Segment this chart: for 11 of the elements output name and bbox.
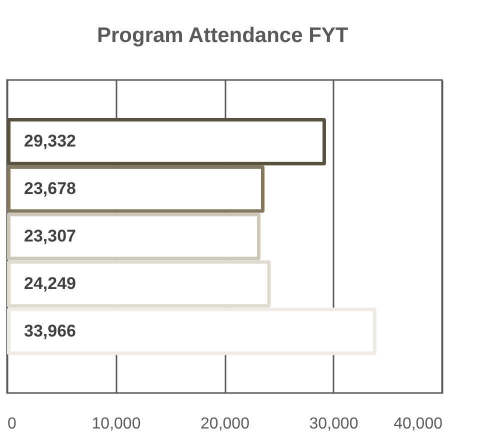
data-label: 23,678: [24, 179, 76, 198]
data-label: 24,249: [24, 274, 76, 293]
x-tick-label: 10,000: [92, 416, 141, 432]
x-tick-label: 30,000: [309, 416, 358, 432]
chart-title: Program Attendance FYT: [97, 24, 348, 47]
data-label: 29,332: [24, 132, 76, 151]
data-label: 23,307: [24, 226, 76, 246]
x-tick-label: 20,000: [200, 416, 250, 432]
x-tick-label: 40,000: [394, 416, 443, 432]
x-tick-label: 0: [8, 416, 16, 432]
data-label: 33,966: [24, 321, 76, 340]
